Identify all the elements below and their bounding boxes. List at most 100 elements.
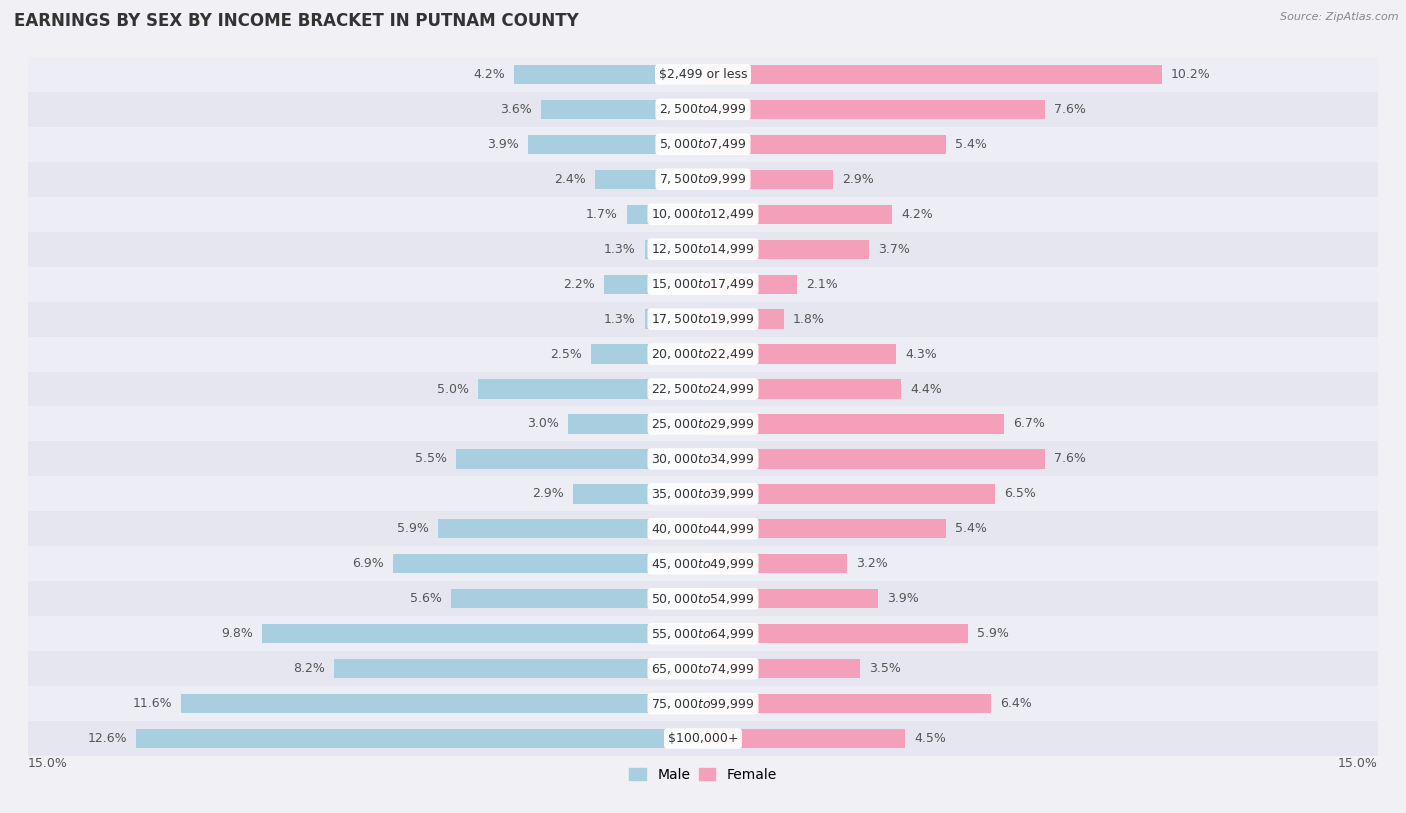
- Text: 1.7%: 1.7%: [586, 208, 617, 220]
- Text: $35,000 to $39,999: $35,000 to $39,999: [651, 487, 755, 501]
- Bar: [28, 92, 1378, 127]
- Text: 4.2%: 4.2%: [474, 68, 505, 80]
- Bar: [28, 302, 1378, 337]
- Bar: [644, 310, 703, 328]
- Text: $100,000+: $100,000+: [668, 733, 738, 745]
- Text: $10,000 to $12,499: $10,000 to $12,499: [651, 207, 755, 221]
- Text: 2.9%: 2.9%: [842, 173, 875, 185]
- Bar: [703, 275, 797, 293]
- Bar: [595, 170, 703, 189]
- Text: 7.6%: 7.6%: [1054, 103, 1085, 115]
- Bar: [392, 554, 703, 573]
- Bar: [28, 372, 1378, 406]
- Text: 3.2%: 3.2%: [856, 558, 887, 570]
- Text: $15,000 to $17,499: $15,000 to $17,499: [651, 277, 755, 291]
- Bar: [591, 345, 703, 363]
- Bar: [703, 589, 879, 608]
- Bar: [28, 162, 1378, 197]
- Text: 6.5%: 6.5%: [1004, 488, 1036, 500]
- Bar: [703, 65, 1161, 84]
- Bar: [28, 232, 1378, 267]
- Bar: [28, 57, 1378, 92]
- Bar: [28, 476, 1378, 511]
- Text: 1.8%: 1.8%: [793, 313, 825, 325]
- Text: $2,500 to $4,999: $2,500 to $4,999: [659, 102, 747, 116]
- Text: EARNINGS BY SEX BY INCOME BRACKET IN PUTNAM COUNTY: EARNINGS BY SEX BY INCOME BRACKET IN PUT…: [14, 12, 579, 30]
- Bar: [703, 170, 834, 189]
- Bar: [541, 100, 703, 119]
- Text: 3.5%: 3.5%: [869, 663, 901, 675]
- Text: $22,500 to $24,999: $22,500 to $24,999: [651, 382, 755, 396]
- Text: 8.2%: 8.2%: [294, 663, 325, 675]
- Text: $25,000 to $29,999: $25,000 to $29,999: [651, 417, 755, 431]
- Text: 3.9%: 3.9%: [486, 138, 519, 150]
- Text: 10.2%: 10.2%: [1171, 68, 1211, 80]
- Text: $17,500 to $19,999: $17,500 to $19,999: [651, 312, 755, 326]
- Text: 5.9%: 5.9%: [396, 523, 429, 535]
- Text: 3.7%: 3.7%: [879, 243, 910, 255]
- Bar: [28, 441, 1378, 476]
- Bar: [28, 511, 1378, 546]
- Text: 15.0%: 15.0%: [1339, 757, 1378, 770]
- Bar: [28, 616, 1378, 651]
- Text: 6.9%: 6.9%: [352, 558, 384, 570]
- Text: 2.2%: 2.2%: [564, 278, 595, 290]
- Bar: [136, 729, 703, 748]
- Text: $65,000 to $74,999: $65,000 to $74,999: [651, 662, 755, 676]
- Bar: [28, 406, 1378, 441]
- Text: 5.5%: 5.5%: [415, 453, 447, 465]
- Text: 1.3%: 1.3%: [603, 243, 636, 255]
- Text: $5,000 to $7,499: $5,000 to $7,499: [659, 137, 747, 151]
- Bar: [181, 694, 703, 713]
- Bar: [703, 205, 891, 224]
- Text: $30,000 to $34,999: $30,000 to $34,999: [651, 452, 755, 466]
- Bar: [703, 450, 1045, 468]
- Bar: [262, 624, 703, 643]
- Text: $45,000 to $49,999: $45,000 to $49,999: [651, 557, 755, 571]
- Bar: [703, 554, 846, 573]
- Bar: [28, 267, 1378, 302]
- Text: 4.4%: 4.4%: [910, 383, 942, 395]
- Text: 3.9%: 3.9%: [887, 593, 920, 605]
- Text: 2.9%: 2.9%: [531, 488, 564, 500]
- Bar: [703, 659, 860, 678]
- Bar: [703, 624, 969, 643]
- Text: $20,000 to $22,499: $20,000 to $22,499: [651, 347, 755, 361]
- Bar: [703, 485, 995, 503]
- Text: 1.3%: 1.3%: [603, 313, 636, 325]
- Text: $75,000 to $99,999: $75,000 to $99,999: [651, 697, 755, 711]
- Text: $12,500 to $14,999: $12,500 to $14,999: [651, 242, 755, 256]
- Text: 3.0%: 3.0%: [527, 418, 560, 430]
- Bar: [456, 450, 703, 468]
- Text: 15.0%: 15.0%: [28, 757, 67, 770]
- Text: 12.6%: 12.6%: [87, 733, 127, 745]
- Bar: [28, 197, 1378, 232]
- Bar: [28, 686, 1378, 721]
- Bar: [451, 589, 703, 608]
- Bar: [703, 729, 905, 748]
- Bar: [568, 415, 703, 433]
- Bar: [703, 345, 897, 363]
- Text: 6.4%: 6.4%: [1000, 698, 1032, 710]
- Text: 5.4%: 5.4%: [955, 138, 987, 150]
- Bar: [437, 520, 703, 538]
- Bar: [703, 694, 991, 713]
- Text: 2.4%: 2.4%: [554, 173, 586, 185]
- Text: 7.6%: 7.6%: [1054, 453, 1085, 465]
- Text: $2,499 or less: $2,499 or less: [659, 68, 747, 80]
- Bar: [572, 485, 703, 503]
- Text: Source: ZipAtlas.com: Source: ZipAtlas.com: [1281, 12, 1399, 22]
- Legend: Male, Female: Male, Female: [624, 763, 782, 788]
- Text: 4.3%: 4.3%: [905, 348, 938, 360]
- Text: 9.8%: 9.8%: [221, 628, 253, 640]
- Bar: [28, 721, 1378, 756]
- Bar: [28, 337, 1378, 372]
- Text: 5.4%: 5.4%: [955, 523, 987, 535]
- Text: $7,500 to $9,999: $7,500 to $9,999: [659, 172, 747, 186]
- Bar: [28, 581, 1378, 616]
- Text: 5.9%: 5.9%: [977, 628, 1010, 640]
- Text: 5.0%: 5.0%: [437, 383, 470, 395]
- Bar: [28, 651, 1378, 686]
- Bar: [703, 380, 901, 398]
- Text: $40,000 to $44,999: $40,000 to $44,999: [651, 522, 755, 536]
